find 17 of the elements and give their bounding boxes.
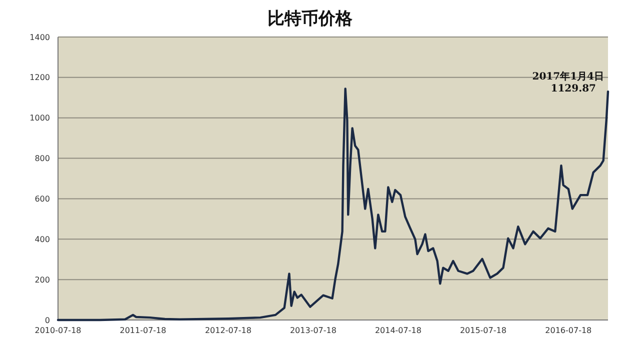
x-tick-label: 2010-07-18 (34, 326, 82, 335)
x-tick-label: 2013-07-18 (290, 326, 336, 335)
y-tick-label: 0 (44, 316, 50, 325)
y-tick-label: 1400 (30, 32, 50, 42)
x-tick-label: 2016-07-18 (545, 326, 592, 335)
chart-title: 比特币价格 (268, 9, 354, 29)
x-tick-label: 2014-07-18 (374, 326, 422, 335)
y-tick-label: 600 (34, 194, 50, 204)
y-tick-label: 1000 (30, 114, 50, 123)
y-tick-label: 1200 (30, 73, 50, 82)
y-tick-label: 200 (34, 275, 50, 284)
y-tick-label: 800 (34, 154, 50, 164)
x-tick-label: 2011-07-18 (120, 326, 166, 335)
annotation: 2017年1月4日 1129.87 (532, 70, 604, 95)
x-tick-label: 2015-07-18 (460, 326, 506, 335)
y-tick-label: 400 (34, 234, 50, 244)
x-tick-label: 2012-07-18 (204, 326, 252, 335)
